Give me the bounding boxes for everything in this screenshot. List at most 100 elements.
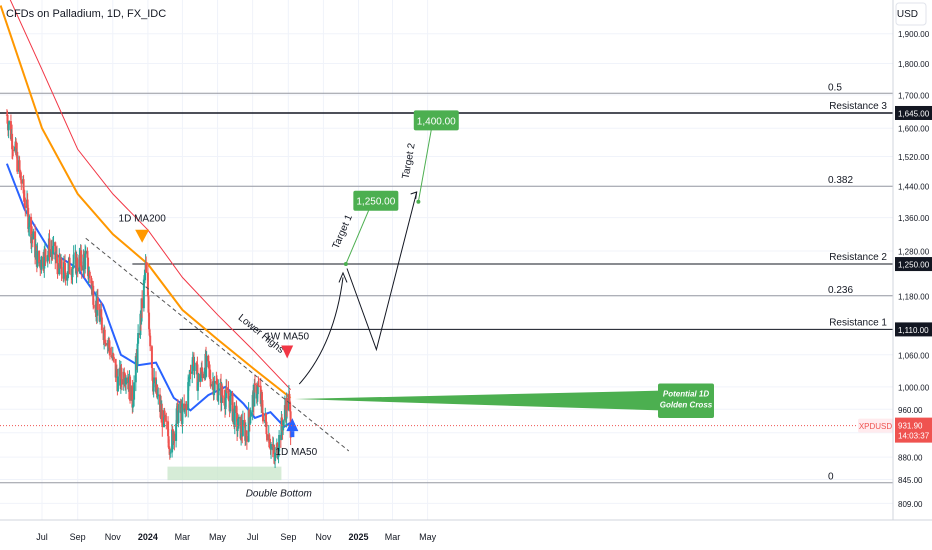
candle — [106, 343, 109, 346]
candle — [120, 367, 123, 380]
candle — [30, 217, 33, 244]
candle — [20, 179, 23, 184]
candle — [188, 377, 191, 379]
candle — [71, 268, 74, 278]
candle — [282, 420, 285, 431]
price-tick-label: 1,900.00 — [898, 30, 930, 39]
candle — [165, 420, 168, 422]
candle — [232, 411, 235, 421]
candle — [217, 384, 220, 396]
candle — [19, 170, 22, 172]
candle — [227, 390, 230, 400]
d-ma50-arrow-stem — [290, 431, 295, 438]
candle — [148, 312, 151, 330]
level-tag — [895, 322, 932, 337]
candle — [40, 256, 43, 270]
candle — [42, 256, 45, 267]
candle — [207, 355, 210, 362]
candle — [187, 382, 190, 411]
candle — [277, 451, 280, 456]
candle — [140, 298, 143, 322]
candle — [64, 272, 67, 281]
candle — [47, 250, 50, 256]
candle — [84, 253, 87, 270]
candle — [187, 377, 190, 383]
price-tick-label: 1,800.00 — [898, 60, 930, 69]
candle — [196, 364, 199, 391]
candle — [229, 395, 232, 412]
candle — [237, 416, 240, 419]
target-box — [413, 110, 459, 131]
candle — [188, 371, 191, 378]
candle — [114, 358, 117, 378]
candle — [39, 262, 42, 269]
candle — [229, 393, 232, 396]
candle — [213, 390, 216, 396]
candle — [66, 275, 69, 281]
time-tick-label: Jul — [36, 532, 48, 542]
candle — [70, 274, 73, 276]
candle — [92, 285, 95, 305]
symbol-label: XPDUSD — [859, 422, 893, 431]
ma-line — [9, 0, 291, 390]
candle — [251, 394, 254, 413]
candle — [224, 398, 227, 410]
candle — [217, 395, 220, 401]
golden-cross-label: Potential 1D — [663, 390, 709, 399]
candle — [260, 393, 263, 401]
candle — [263, 419, 266, 422]
candle — [15, 141, 18, 155]
resistance-label: Resistance 2 — [829, 252, 887, 263]
candle — [168, 447, 171, 449]
candle — [195, 362, 198, 365]
candle — [6, 114, 9, 124]
candle — [58, 254, 61, 264]
candle — [34, 247, 37, 258]
candle — [108, 340, 111, 348]
golden-cross-box — [658, 383, 714, 418]
candle — [100, 317, 103, 331]
candle — [123, 371, 126, 384]
target-point — [416, 199, 421, 204]
candle — [112, 353, 115, 358]
candle — [67, 262, 70, 273]
price-tick-label: 1,700.00 — [898, 91, 930, 100]
last-price-tag — [895, 417, 932, 443]
candle — [209, 379, 212, 387]
candle — [201, 367, 204, 372]
candle — [264, 413, 267, 422]
candle — [135, 355, 138, 358]
time-tick-label: 2025 — [349, 532, 369, 542]
candle — [223, 396, 226, 406]
candle — [76, 257, 79, 269]
candle — [262, 412, 265, 422]
time-tick-label: May — [209, 532, 227, 542]
candle — [51, 245, 54, 254]
candle — [256, 383, 259, 395]
price-tick-label: 1,520.00 — [898, 153, 930, 162]
d-ma50-arrow — [286, 418, 299, 432]
candle — [284, 405, 287, 410]
candle — [136, 343, 139, 365]
candle — [256, 394, 259, 399]
time-tick-label: Mar — [175, 532, 191, 542]
golden-cross-pointer — [294, 390, 660, 411]
time-tick-label: Sep — [280, 532, 296, 542]
time-axis-bg — [0, 520, 932, 550]
candle — [27, 226, 30, 229]
candle — [87, 257, 90, 277]
candle — [288, 393, 291, 402]
candle — [149, 335, 152, 347]
candle — [236, 428, 239, 432]
candle — [266, 434, 269, 441]
candle — [50, 249, 53, 258]
candle — [197, 373, 200, 383]
level-tag-label: 1,110.00 — [898, 326, 929, 335]
candle — [80, 250, 83, 266]
candle — [241, 420, 244, 436]
candle — [261, 400, 264, 413]
candle — [160, 404, 163, 416]
target-price-label: 1,250.00 — [356, 197, 395, 208]
